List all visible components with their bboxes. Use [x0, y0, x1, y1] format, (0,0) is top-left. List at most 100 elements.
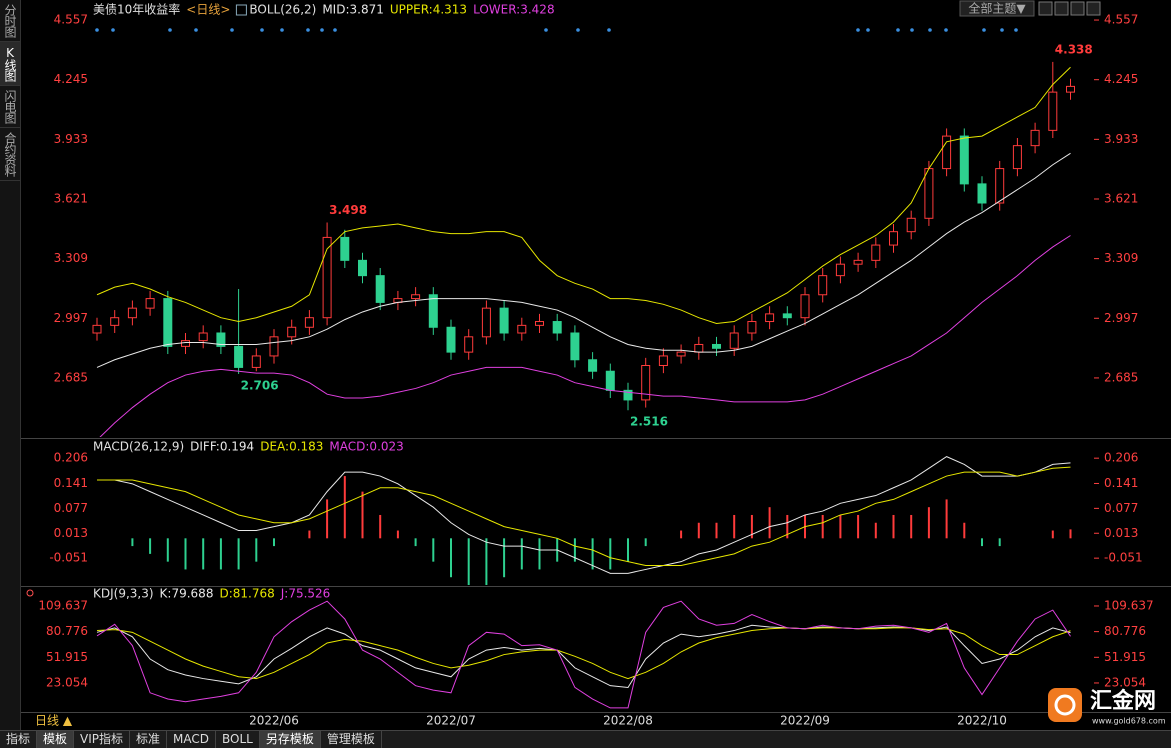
macd-bar: [573, 538, 576, 562]
side-tab[interactable]: K线图: [0, 42, 20, 86]
candle-body: [411, 294, 421, 300]
legend-entry: J:75.526: [280, 587, 331, 601]
candle-body: [641, 365, 651, 401]
extreme-label: 3.498: [329, 203, 367, 217]
legend-entry: UPPER:4.313: [390, 3, 467, 17]
series-line: [96, 152, 1071, 368]
legend-entry: LOWER:3.428: [473, 3, 555, 17]
legend-entry: MID:3.871: [322, 3, 384, 17]
watermark: 汇金网: [1090, 688, 1156, 714]
candle-body: [889, 231, 898, 246]
signal-dot: [866, 28, 870, 32]
watermark-url: www.gold678.com: [1092, 717, 1166, 726]
settings-icon[interactable]: [26, 589, 34, 597]
signal-dot: [1000, 28, 1004, 32]
legend-entry: D:81.768: [219, 587, 274, 601]
macd-bar: [892, 514, 895, 539]
candle-body: [234, 345, 244, 368]
macd-bar: [166, 538, 169, 562]
y-tick-label-right: 109.637: [1104, 598, 1154, 612]
y-tick-label-right: 3.621: [1104, 191, 1138, 205]
macd-bar: [414, 538, 417, 547]
macd-bar: [680, 530, 683, 539]
candle-body: [1048, 91, 1058, 131]
x-tick-label: 2022/10: [957, 714, 1007, 728]
candle-body: [906, 217, 916, 233]
extreme-label: 2.706: [241, 378, 279, 392]
macd-bar: [237, 538, 240, 570]
y-tick-label-right: 4.245: [1104, 72, 1138, 86]
chart-title: MACD(26,12,9): [93, 440, 184, 454]
y-tick-label-right: 51.915: [1104, 650, 1146, 664]
bottom-tab[interactable]: 模板: [37, 731, 75, 748]
side-tab[interactable]: 闪电图: [0, 86, 20, 128]
candle-body: [446, 326, 456, 353]
candle-body: [163, 298, 173, 347]
y-tick-label: 2.685: [54, 370, 88, 384]
bottom-tab[interactable]: 管理模板: [321, 731, 382, 748]
bottom-tab[interactable]: BOLL: [216, 731, 260, 748]
macd-bar: [981, 538, 983, 547]
x-tick-label: 2022/06: [249, 714, 299, 728]
signal-dot: [544, 28, 548, 32]
macd-bar: [644, 538, 647, 547]
candle-body: [375, 275, 385, 303]
series-line: [96, 600, 1071, 709]
side-tab[interactable]: 分时图: [0, 0, 20, 42]
legend-entry: K:79.688: [160, 587, 214, 601]
series-line: [99, 235, 1071, 437]
series-line: [97, 466, 1071, 567]
candle-body: [747, 321, 757, 334]
legend-entry: DEA:0.183: [260, 440, 323, 454]
macd-bar: [786, 514, 789, 539]
candle-body: [977, 183, 987, 204]
candle-body: [358, 259, 367, 277]
candle-body: [729, 332, 739, 349]
bottom-tab[interactable]: 另存模板: [259, 731, 321, 748]
plot-area: [97, 456, 1072, 585]
signal-dot: [111, 28, 115, 32]
signal-dot: [576, 28, 580, 32]
candle-body: [322, 236, 332, 319]
period-label[interactable]: 日线 ▲: [35, 714, 73, 728]
signal-dot: [944, 28, 948, 32]
candle-body: [127, 307, 137, 319]
macd-bar: [184, 538, 187, 570]
y-tick-label-right: 4.557: [1104, 13, 1138, 27]
bottom-tab[interactable]: 标准: [130, 731, 168, 748]
side-tab[interactable]: 合约资料: [0, 128, 20, 181]
y-tick-label: 0.206: [54, 451, 88, 465]
y-tick-label-right: 2.997: [1104, 311, 1138, 325]
macd-bar: [821, 514, 824, 539]
window-icons[interactable]: [1038, 1, 1101, 16]
logo-mark: [1054, 694, 1076, 716]
y-tick-label: 4.557: [54, 13, 88, 27]
bottom-tab[interactable]: VIP指标: [74, 731, 131, 748]
candle-body: [110, 317, 120, 326]
side-tabs: 分时图 K线图 闪电图 合约资料: [0, 0, 21, 730]
candle-body: [216, 332, 226, 347]
theme-button-label[interactable]: 全部主题▼: [968, 1, 1026, 16]
macd-bar: [998, 538, 1001, 547]
candle-body: [304, 317, 314, 328]
candle-body: [800, 294, 810, 319]
signal-dot: [856, 28, 860, 32]
macd-bar: [857, 514, 860, 539]
y-tick-label: 0.141: [54, 476, 88, 490]
chart: 全部主题▼ 日线 ▲ 汇金网 www.gold678.com 4.557 4.55…: [21, 0, 1171, 728]
macd-bar: [750, 514, 753, 539]
theme-button[interactable]: [959, 0, 1035, 17]
y-tick-label-right: 3.309: [1104, 251, 1138, 265]
bottom-tab[interactable]: MACD: [167, 731, 217, 748]
y-tick-label: 3.309: [54, 251, 88, 265]
y-tick-label-right: -0.051: [1104, 551, 1143, 565]
macd-bar: [697, 522, 700, 539]
candle-body: [287, 326, 297, 338]
bottom-tab[interactable]: 指标: [0, 731, 38, 748]
macd-bar: [520, 538, 523, 570]
plot-area: [92, 61, 1075, 437]
y-tick-label: 3.933: [54, 132, 88, 146]
candle-body: [694, 343, 704, 353]
y-tick-label-right: 0.141: [1104, 476, 1138, 490]
